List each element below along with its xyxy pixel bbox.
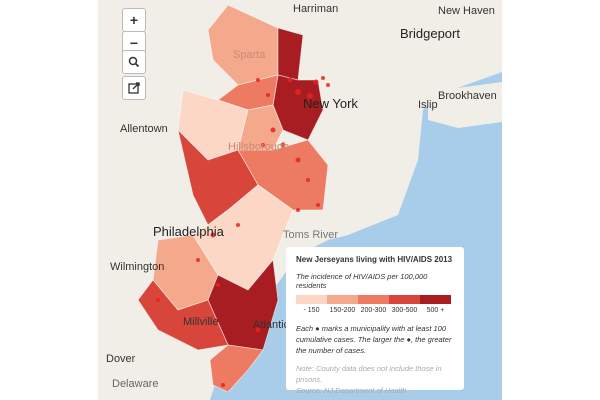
legend-bin: 200-300: [358, 295, 389, 314]
municipality-dot: [296, 208, 300, 212]
place-label: Islip: [418, 99, 438, 111]
place-label: Dover: [106, 353, 136, 365]
municipality-dot: [261, 143, 265, 147]
search-button[interactable]: [122, 50, 146, 74]
place-label: Harriman: [293, 3, 338, 15]
municipality-dot: [210, 232, 216, 238]
legend-label: - 150: [303, 307, 320, 314]
legend: New Jerseyans living with HIV/AIDS 2013 …: [286, 247, 464, 395]
municipality-dot: [270, 127, 276, 133]
municipality-dot: [295, 89, 301, 95]
municipality-dot: [321, 76, 325, 80]
county: [137, 279, 229, 351]
place-label: Sparta: [233, 49, 266, 61]
county: [237, 104, 284, 151]
municipality-dot: [313, 79, 319, 85]
legend-swatch: [327, 295, 358, 304]
county: [277, 27, 304, 81]
legend-label: 500 +: [426, 307, 445, 314]
place-label: Toms River: [283, 229, 338, 241]
legend-label: 200-300: [360, 307, 387, 314]
place-label: New York: [303, 96, 358, 111]
share-icon: [128, 82, 140, 94]
county: [209, 344, 264, 393]
legend-source: Source: NJ Department of Health: [296, 386, 407, 395]
municipality-dot: [266, 93, 270, 97]
long-island: [428, 82, 502, 128]
legend-title: New Jerseyans living with HIV/AIDS 2013: [296, 255, 453, 264]
place-label: New Haven: [438, 5, 495, 17]
legend-bin: 300-500: [389, 295, 420, 314]
legend-swatch: [296, 295, 327, 304]
municipality-dot: [216, 283, 220, 287]
legend-bin: 150-200: [327, 295, 358, 314]
legend-label: 150-200: [329, 307, 356, 314]
legend-swatch: [358, 295, 389, 304]
municipality-dot: [156, 298, 160, 302]
municipality-dot: [196, 258, 200, 262]
legend-bin: - 150: [296, 295, 327, 314]
legend-swatch: [420, 295, 451, 304]
legend-bin: 500 +: [420, 295, 451, 314]
municipality-dot: [236, 223, 240, 227]
legend-label: 300-500: [391, 307, 418, 314]
zoom-in-button[interactable]: +: [122, 8, 146, 32]
municipality-dot: [295, 157, 301, 163]
municipality-dot: [326, 83, 330, 87]
municipality-dot: [307, 93, 313, 99]
place-label: Philadelphia: [153, 224, 225, 239]
search-icon: [128, 56, 140, 68]
municipality-dot: [221, 383, 225, 387]
legend-subtitle: The incidence of HIV/AIDS per 100,000 re…: [296, 272, 428, 290]
map[interactable]: Harriman New Haven Bridgeport Sparta New…: [98, 0, 502, 400]
municipality-dot: [287, 77, 293, 83]
place-label: Bridgeport: [400, 26, 460, 41]
place-label: Hillsborough: [228, 141, 289, 153]
map-canvas: Harriman New Haven Bridgeport Sparta New…: [98, 0, 502, 400]
municipality-dot: [255, 327, 261, 333]
place-label: Millville: [183, 316, 218, 328]
legend-swatch: [389, 295, 420, 304]
share-button[interactable]: [122, 76, 146, 100]
municipality-dot: [256, 78, 260, 82]
place-label: Delaware: [112, 378, 158, 390]
place-label: Wilmington: [110, 261, 164, 273]
municipality-dot: [306, 178, 310, 182]
place-label: Brookhaven: [438, 90, 497, 102]
municipality-dot: [316, 203, 320, 207]
legend-note: Note: County data does not include those…: [296, 364, 442, 384]
legend-description: Each ● marks a municipality with at leas…: [296, 324, 452, 355]
cape-land: [98, 330, 210, 400]
place-label: Allentown: [120, 123, 168, 135]
municipality-dot: [280, 142, 286, 148]
legend-bins: - 150 150-200 200-300 300-500 500 +: [296, 295, 454, 314]
